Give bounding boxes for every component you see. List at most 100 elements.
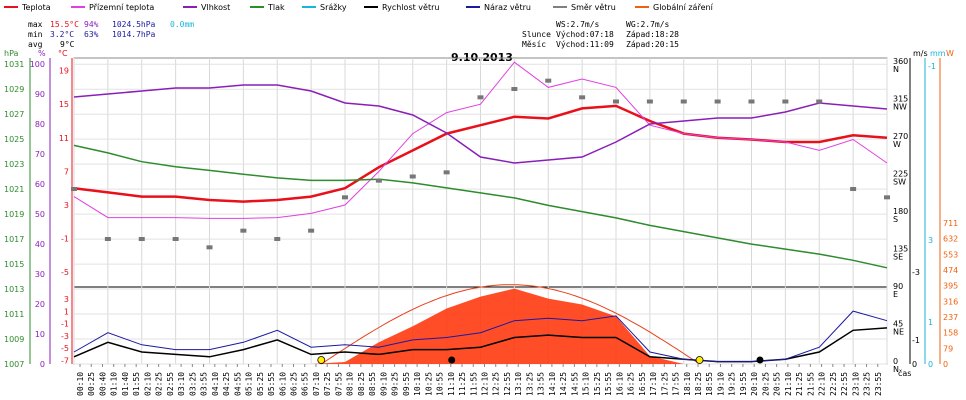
x-tick: 20:55: [773, 372, 782, 396]
x-tick: 21:55: [806, 372, 815, 396]
x-tick: 18:10: [683, 372, 692, 396]
x-tick: 14:55: [570, 372, 579, 396]
x-tick: 08:55: [368, 372, 377, 396]
x-tick: 02:10: [143, 372, 152, 396]
x-tick: 23:25: [863, 372, 872, 396]
x-tick: 00:25: [87, 372, 96, 396]
x-tick: 19:25: [728, 372, 737, 396]
x-tick: 22:55: [840, 372, 849, 396]
legend-label: Srážky: [320, 3, 347, 12]
x-tick: 10:10: [413, 372, 422, 396]
x-tick: 09:55: [402, 372, 411, 396]
dir-label: W: [893, 140, 901, 149]
wind-dir-point: [409, 174, 416, 179]
hpa-tick: 1023: [4, 160, 24, 169]
wind-dir-point: [443, 170, 450, 175]
w-unit: W: [946, 49, 954, 58]
hpa-tick: 1029: [4, 85, 24, 94]
wind-dir-point: [206, 245, 213, 250]
sun-set: Západ:18:28: [626, 30, 679, 39]
legend-label: Přízemní teplota: [89, 3, 154, 12]
pct-tick: 90: [35, 90, 45, 99]
sun-marker: [317, 356, 326, 364]
legend-label: Směr větru: [571, 3, 616, 12]
x-tick: 03:25: [188, 372, 197, 396]
wind-dir-point: [240, 228, 247, 233]
pct-tick: 100: [30, 60, 45, 69]
c-unit: °C: [58, 49, 68, 58]
radiation-theoretical: [321, 284, 698, 365]
wind-dir-point: [816, 99, 823, 104]
moon-marker: [448, 356, 456, 364]
wind-dir-point: [748, 99, 755, 104]
c-tick-lower: -3: [61, 332, 69, 341]
pct-unit: %: [38, 49, 46, 58]
c-tick-lower: 1: [64, 307, 69, 316]
pct-tick: 0: [40, 360, 45, 369]
x-tick: 15:10: [582, 372, 591, 396]
dir-tick: 270: [893, 132, 908, 141]
x-tick: 16:10: [615, 372, 624, 396]
x-tick: 05:55: [267, 372, 276, 396]
wind-dir-point: [782, 99, 789, 104]
x-tick: 13:25: [525, 372, 534, 396]
stat-min-press: 1014.7hPa: [112, 30, 156, 39]
pct-tick: 10: [35, 330, 45, 339]
x-tick: 13:55: [537, 372, 546, 396]
dir-tick: 315: [893, 95, 908, 104]
stat-min-label: min: [28, 30, 43, 39]
wind-dir-point: [545, 78, 552, 83]
x-tick: 02:55: [166, 372, 175, 396]
x-tick: 16:55: [638, 372, 647, 396]
wind-dir-point: [71, 187, 77, 191]
legend-label: Tlak: [267, 3, 285, 12]
x-tick: 21:25: [795, 372, 804, 396]
x-tick: 23:10: [851, 372, 860, 396]
pct-tick: 70: [35, 150, 45, 159]
legend-label: Náraz větru: [484, 3, 531, 12]
dir-label: NE: [893, 328, 904, 337]
x-tick: 08:10: [346, 372, 355, 396]
x-tick: 10:25: [424, 372, 433, 396]
dir-label: E: [893, 290, 898, 299]
dir-tick: 135: [893, 245, 908, 254]
stats-block: max 15.5°C 94% 1024.5hPa 0.0mm min 3.2°C…: [28, 20, 194, 49]
pct-tick: 60: [35, 180, 45, 189]
x-tick: 14:10: [548, 372, 557, 396]
x-tick: 17:25: [660, 372, 669, 396]
x-tick: 13:10: [514, 372, 523, 396]
stat-max-press: 1024.5hPa: [112, 20, 156, 29]
x-tick: 06:55: [301, 372, 310, 396]
x-tick: 23:55: [874, 372, 883, 396]
x-tick: 21:10: [784, 372, 793, 396]
sun-rise: Východ:07:18: [556, 30, 614, 39]
x-tick: 12:10: [481, 372, 490, 396]
x-tick: 03:10: [177, 372, 186, 396]
x-tick: 01:40: [121, 372, 130, 396]
x-tick: 08:25: [357, 372, 366, 396]
hpa-tick: 1027: [4, 110, 24, 119]
x-tick: 11:10: [447, 372, 456, 396]
x-tick: 07:25: [323, 372, 332, 396]
c-tick: 3: [64, 201, 69, 210]
dir-label: N: [893, 65, 899, 74]
w-tick: 553: [943, 250, 958, 259]
pct-tick: 20: [35, 300, 45, 309]
x-tick: 06:10: [278, 372, 287, 396]
ms-unit: m/s: [913, 49, 928, 58]
legend: Teplota Přízemní teplota Vlhkost Tlak Srážky…: [4, 3, 714, 12]
wind-dir-point: [850, 187, 857, 191]
w-tick: 158: [943, 329, 958, 338]
mm-tick: 1: [928, 318, 933, 327]
legend-label: Rychlost větru: [382, 3, 439, 12]
dir-tick: 90: [893, 282, 903, 291]
wind-dir-point: [884, 195, 890, 200]
series-n-raz-v-tru: [73, 310, 888, 363]
hpa-tick: 1031: [4, 60, 24, 69]
legend-label: Vlhkost: [201, 3, 230, 12]
wind-wg: WG:2.7m/s: [626, 20, 670, 29]
moon-rise: Východ:11:09: [556, 40, 614, 49]
stat-max-hum: 94%: [84, 20, 99, 29]
dir-label: NW: [893, 103, 907, 112]
wind-dir-point: [138, 237, 145, 241]
